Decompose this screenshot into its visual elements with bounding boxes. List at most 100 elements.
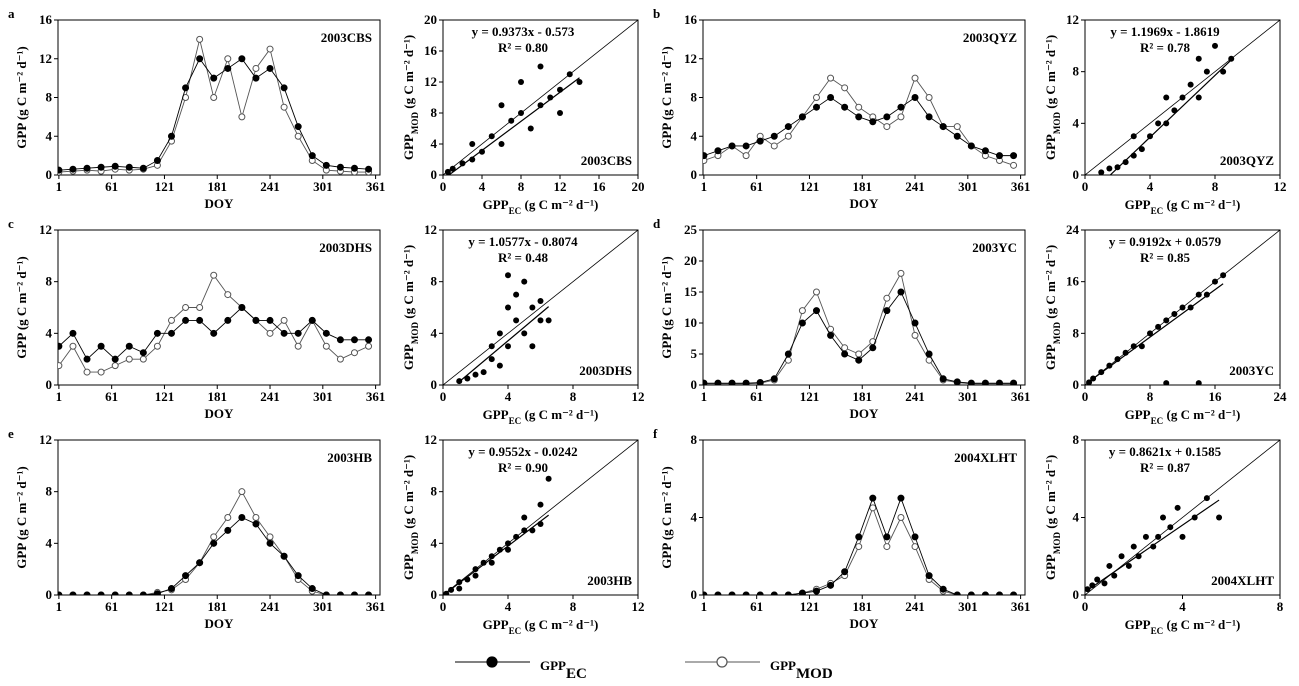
x-axis-title-unit: (g C m⁻² d⁻¹) — [521, 197, 598, 212]
scatter-point — [1125, 562, 1132, 569]
ec-point — [182, 572, 190, 580]
y-axis-title: GPP (g C m⁻² d⁻¹) — [659, 466, 674, 568]
plot-frame — [442, 229, 639, 386]
scatter-point — [496, 362, 503, 369]
y-axis-title-sub: MOD — [1052, 322, 1062, 345]
mod-point — [139, 355, 147, 363]
plot-area — [1085, 20, 1280, 175]
ec-point — [139, 164, 147, 172]
x-tick-label: 121 — [800, 389, 820, 404]
mod-point — [69, 342, 77, 350]
series-line — [703, 272, 1014, 385]
scatter-point — [488, 343, 495, 350]
x-tick-label: 301 — [313, 599, 333, 614]
mod-point — [365, 342, 373, 350]
panel-label: f — [653, 426, 658, 441]
fit-line — [1109, 59, 1232, 175]
x-axis-title-unit: (g C m⁻² d⁻¹) — [1163, 197, 1240, 212]
series-line — [703, 506, 1014, 595]
y-tick-label: 8 — [691, 432, 698, 447]
y-tick-label: 4 — [1073, 510, 1080, 525]
ec-point — [855, 113, 863, 121]
scatter-point — [518, 110, 524, 116]
y-tick-label: 0 — [46, 587, 53, 602]
mod-point — [869, 504, 877, 512]
y-axis-title-unit: (g C m⁻² d⁻¹) — [401, 455, 416, 532]
scatter-point — [1167, 524, 1174, 531]
scatter-point — [1155, 533, 1162, 540]
mod-point — [841, 84, 849, 92]
mod-point — [911, 543, 919, 551]
ec-point — [883, 533, 891, 541]
ec-point — [167, 585, 175, 593]
x-tick-label: 181 — [852, 179, 872, 194]
ec-point — [322, 329, 330, 337]
plot-frame — [702, 229, 1026, 386]
x-axis-title-main: GPP — [483, 617, 509, 632]
ec-point — [925, 350, 933, 358]
x-tick-label: 0 — [440, 599, 447, 614]
y-axis-title-main: GPP — [401, 134, 416, 160]
y-tick-label: 4 — [1073, 115, 1080, 130]
scatter-point — [537, 102, 544, 109]
y-tick-label: 0 — [1073, 587, 1080, 602]
x-axis-title: GPPEC (g C m⁻² d⁻¹) — [483, 197, 599, 216]
y-tick-label: 8 — [46, 484, 53, 499]
ec-point — [897, 494, 905, 502]
x-axis-title-sub: EC — [1151, 206, 1164, 216]
plot-frame — [1084, 229, 1281, 386]
ec-point — [365, 336, 373, 344]
y-tick-label: 0 — [1073, 377, 1080, 392]
ec-point — [97, 591, 105, 595]
scatter-point — [1111, 572, 1118, 579]
scatter-point — [472, 572, 479, 579]
ec-point — [83, 591, 91, 595]
x-tick-label: 1 — [56, 179, 63, 194]
y-axis-title: GPPMOD (g C m⁻² d⁻¹) — [1043, 245, 1062, 370]
scatter-point — [1220, 68, 1227, 75]
x-tick-label: 24 — [1274, 389, 1288, 404]
ec-point — [294, 329, 302, 337]
scatter-point — [521, 514, 528, 521]
scatter-point — [498, 102, 505, 109]
scatter-point — [521, 278, 528, 285]
y-axis-title: GPPMOD (g C m⁻² d⁻¹) — [401, 35, 420, 160]
ec-point — [883, 307, 891, 315]
y-tick-label: 4 — [431, 535, 438, 550]
ec-point — [714, 591, 722, 595]
x-tick-label: 361 — [1011, 179, 1031, 194]
ec-point — [742, 379, 750, 385]
mod-point — [883, 123, 891, 131]
ec-point — [196, 559, 204, 567]
r-squared: R² = 0.85 — [1140, 250, 1190, 265]
series-line — [58, 274, 369, 373]
scatter-point — [529, 343, 536, 350]
x-tick-label: 301 — [958, 389, 978, 404]
plot-area — [58, 35, 373, 175]
y-axis-title: GPPMOD (g C m⁻² d⁻¹) — [401, 245, 420, 370]
ec-point — [350, 336, 358, 344]
y-axis-title: GPP (g C m⁻² d⁻¹) — [659, 256, 674, 358]
y-tick-label: 0 — [691, 167, 698, 182]
mod-point — [167, 316, 175, 324]
x-tick-label: 301 — [313, 179, 333, 194]
ec-point — [827, 331, 835, 339]
ec-point — [83, 355, 91, 363]
site-label: 2003CBS — [581, 153, 632, 168]
x-tick-label: 361 — [366, 389, 386, 404]
scatter-point — [1142, 533, 1149, 540]
plot-frame — [57, 229, 381, 386]
mod-point — [224, 55, 232, 63]
x-tick-label: 1 — [701, 599, 708, 614]
mod-point — [855, 350, 863, 358]
y-tick-label: 25 — [684, 222, 698, 237]
ec-point — [869, 344, 877, 352]
mod-point — [953, 123, 961, 131]
y-axis-title-sub: MOD — [1052, 112, 1062, 135]
y-tick-label: 0 — [1073, 167, 1080, 182]
y-axis-title: GPPMOD (g C m⁻² d⁻¹) — [1043, 455, 1062, 580]
x-tick-label: 0 — [1082, 389, 1089, 404]
plot-area — [443, 230, 638, 385]
x-tick-label: 301 — [958, 599, 978, 614]
ec-point — [841, 568, 849, 576]
